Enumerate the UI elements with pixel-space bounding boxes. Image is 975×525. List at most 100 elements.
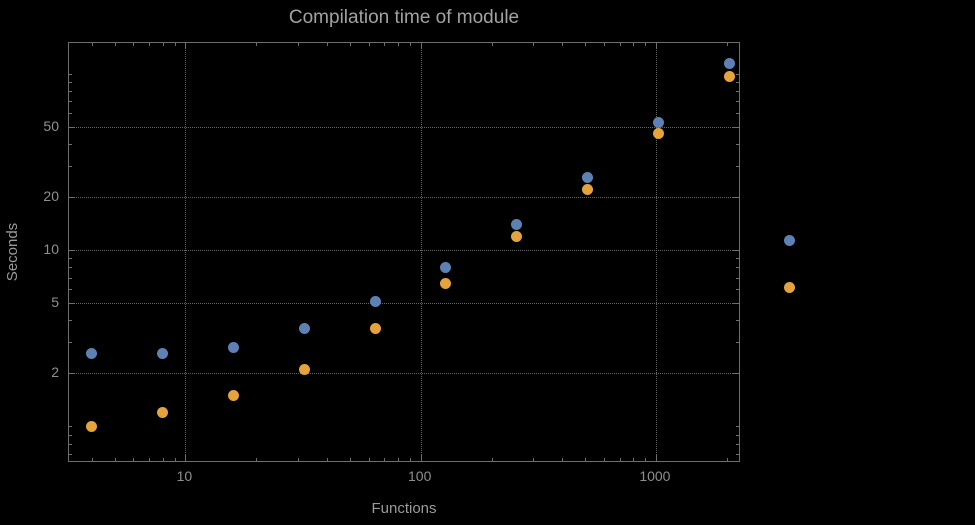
- x-tick-mark: [655, 43, 657, 49]
- gridline-horizontal: [69, 197, 739, 199]
- y-tick-mark: [736, 82, 739, 84]
- y-tick-mark: [69, 166, 72, 168]
- x-tick-mark: [532, 458, 534, 461]
- x-tick-mark: [633, 43, 635, 46]
- y-tick-mark: [736, 166, 739, 168]
- y-tick-mark: [69, 101, 72, 103]
- x-tick-mark: [397, 458, 399, 461]
- y-tick-mark: [69, 74, 72, 75]
- y-tick-mark: [69, 443, 72, 445]
- y-tick-mark: [736, 258, 739, 260]
- x-tick-mark: [91, 43, 93, 46]
- x-tick-mark: [397, 43, 399, 46]
- y-tick-mark: [736, 74, 739, 75]
- x-tick-mark: [297, 458, 299, 461]
- x-tick-mark: [133, 458, 135, 461]
- y-tick-mark: [69, 289, 72, 291]
- x-tick-mark: [114, 458, 116, 461]
- y-tick-mark: [69, 373, 75, 375]
- x-tick-mark: [174, 458, 176, 461]
- data-point-series-2-orange: [511, 230, 523, 242]
- x-tick-label: 1000: [639, 468, 671, 484]
- y-tick-mark: [733, 373, 739, 375]
- data-point-series-2-orange: [227, 389, 239, 401]
- x-tick-mark: [133, 43, 135, 46]
- y-tick-mark: [69, 320, 72, 322]
- x-tick-mark: [327, 43, 328, 46]
- y-tick-label: 20: [43, 188, 59, 205]
- x-tick-mark: [114, 43, 116, 46]
- legend-marker-series-2-orange: [783, 281, 795, 293]
- y-tick-mark: [69, 250, 75, 252]
- y-tick-mark: [736, 320, 739, 322]
- x-tick-mark: [174, 43, 176, 46]
- x-tick-mark: [420, 43, 422, 49]
- y-tick-mark: [69, 127, 75, 129]
- gridline-vertical: [185, 43, 187, 461]
- data-point-series-2-orange: [298, 364, 310, 376]
- x-tick-mark: [384, 43, 386, 46]
- data-point-series-2-orange: [369, 322, 381, 334]
- x-tick-mark: [585, 458, 587, 461]
- data-point-series-1-blue: [652, 117, 664, 129]
- x-tick-mark: [585, 43, 587, 46]
- x-tick-mark: [297, 43, 299, 46]
- y-tick-mark: [733, 303, 739, 305]
- x-tick-mark: [491, 458, 493, 461]
- data-point-series-1-blue: [511, 219, 523, 230]
- x-axis-label: Functions: [371, 500, 437, 517]
- y-tick-mark: [736, 453, 739, 455]
- y-tick-mark: [69, 113, 72, 115]
- data-point-series-1-blue: [298, 322, 310, 334]
- x-tick-mark: [149, 43, 150, 46]
- y-tick-mark: [736, 91, 739, 93]
- data-point-series-2-orange: [86, 420, 98, 432]
- y-tick-label: 50: [43, 118, 59, 135]
- x-tick-mark: [726, 43, 728, 46]
- x-tick-mark: [368, 43, 370, 46]
- gridline-horizontal: [69, 250, 739, 252]
- y-tick-mark: [736, 144, 739, 146]
- data-point-series-2-orange: [723, 70, 735, 82]
- x-tick-mark: [633, 458, 635, 461]
- x-tick-mark: [603, 43, 605, 46]
- y-tick-mark: [736, 113, 739, 115]
- y-tick-mark: [69, 426, 72, 428]
- plot-area: [68, 42, 740, 462]
- y-tick-mark: [733, 197, 739, 199]
- y-tick-mark: [69, 258, 72, 260]
- data-point-series-2-orange: [652, 127, 664, 139]
- x-tick-mark: [562, 458, 564, 461]
- gridline-vertical: [655, 43, 657, 461]
- y-tick-mark: [733, 127, 739, 129]
- x-tick-mark: [645, 458, 647, 461]
- legend-marker-series-1-blue: [783, 234, 795, 246]
- x-tick-mark: [349, 458, 351, 461]
- data-point-series-2-orange: [440, 277, 452, 289]
- data-point-series-1-blue: [369, 296, 381, 308]
- data-point-series-1-blue: [86, 347, 98, 359]
- x-tick-mark: [185, 43, 187, 49]
- data-point-series-1-blue: [227, 342, 239, 354]
- y-tick-mark: [69, 267, 72, 269]
- x-tick-mark: [384, 458, 386, 461]
- data-point-series-2-orange: [157, 407, 169, 418]
- x-tick-mark: [409, 43, 411, 46]
- y-tick-mark: [69, 197, 75, 199]
- x-tick-mark: [619, 458, 621, 461]
- x-tick-mark: [162, 43, 164, 46]
- data-point-series-1-blue: [582, 171, 593, 183]
- gridline-horizontal: [69, 127, 739, 129]
- chart-title: Compilation time of module: [288, 7, 520, 28]
- x-tick-mark: [726, 458, 728, 461]
- data-point-series-1-blue: [440, 261, 452, 273]
- x-tick-label: 10: [176, 468, 193, 484]
- y-tick-mark: [736, 434, 739, 436]
- x-tick-mark: [491, 43, 493, 46]
- y-tick-mark: [69, 91, 72, 93]
- y-tick-mark: [736, 289, 739, 291]
- y-tick-mark: [736, 342, 739, 344]
- x-tick-mark: [327, 458, 328, 461]
- y-tick-mark: [736, 277, 739, 279]
